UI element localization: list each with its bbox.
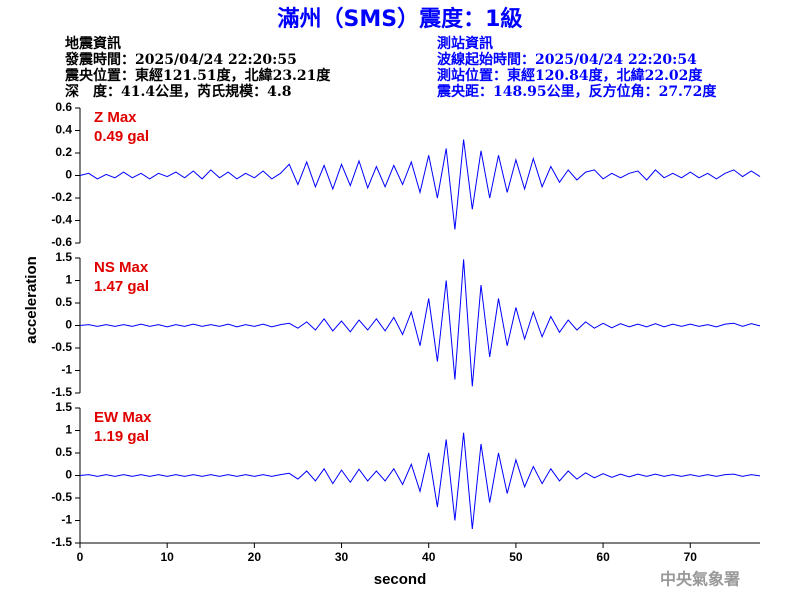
event-location: 震央位置：東經121.51度，北緯23.21度 xyxy=(64,67,331,84)
x-tick-label: 20 xyxy=(248,550,262,564)
y-tick-label: 0.4 xyxy=(55,123,72,137)
x-tick-label: 0 xyxy=(77,550,84,564)
y-tick-label: -1 xyxy=(61,513,72,527)
event-depth: 深 度：41.4公里，芮氏規模：4.8 xyxy=(65,83,291,100)
title: 滿州（SMS）震度：1級 xyxy=(278,6,523,32)
y-tick-label: 1 xyxy=(65,273,72,287)
y-tick-label: 0.5 xyxy=(55,295,72,309)
station-distance: 震央距：148.95公里，反方位角：27.72度 xyxy=(436,83,717,100)
max-label: 1.19 gal xyxy=(94,428,149,445)
component-label: EW Max xyxy=(94,409,152,426)
y-tick-label: -0.4 xyxy=(51,213,72,227)
event-time: 發震時間：2025/04/24 22:20:55 xyxy=(64,51,297,68)
y-tick-label: -0.2 xyxy=(51,190,72,204)
x-axis-label: second xyxy=(374,571,427,588)
y-tick-label: 1.5 xyxy=(55,400,72,414)
y-tick-label: -1 xyxy=(61,363,72,377)
y-tick-label: 0.2 xyxy=(55,145,72,159)
waveform xyxy=(79,259,761,387)
y-axis-label: acceleration xyxy=(23,256,40,344)
y-tick-label: 0 xyxy=(65,168,72,182)
y-tick-label: -0.6 xyxy=(51,235,72,249)
y-tick-label: -1.5 xyxy=(51,535,72,549)
component-label: NS Max xyxy=(94,259,149,276)
credit: 中央氣象署 xyxy=(660,570,740,589)
y-tick-label: 0 xyxy=(65,468,72,482)
max-label: 0.49 gal xyxy=(94,128,149,145)
x-tick-label: 60 xyxy=(596,550,610,564)
y-tick-label: 0.6 xyxy=(55,100,72,114)
station-heading: 測站資訊 xyxy=(437,35,493,52)
y-tick-label: -1.5 xyxy=(51,385,72,399)
max-label: 1.47 gal xyxy=(94,278,149,295)
x-tick-label: 30 xyxy=(335,550,349,564)
x-tick-label: 70 xyxy=(684,550,698,564)
y-tick-label: 0.5 xyxy=(55,445,72,459)
y-tick-label: -0.5 xyxy=(51,490,72,504)
waveform xyxy=(79,432,761,530)
station-time: 波線起始時間：2025/04/24 22:20:54 xyxy=(437,51,697,68)
component-label: Z Max xyxy=(94,109,137,126)
x-tick-label: 50 xyxy=(509,550,523,564)
event-heading: 地震資訊 xyxy=(65,35,121,52)
y-tick-label: 0 xyxy=(65,318,72,332)
y-tick-label: -0.5 xyxy=(51,340,72,354)
x-tick-label: 40 xyxy=(422,550,436,564)
x-tick-label: 10 xyxy=(160,550,174,564)
waveform xyxy=(79,139,761,230)
y-tick-label: 1.5 xyxy=(55,250,72,264)
station-location: 測站位置：東經120.84度，北緯22.02度 xyxy=(437,67,703,84)
y-tick-label: 1 xyxy=(65,423,72,437)
